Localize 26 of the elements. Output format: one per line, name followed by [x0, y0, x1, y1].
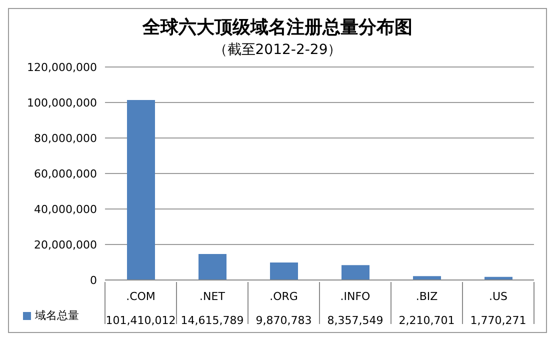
- x-tick-label: .US: [488, 290, 508, 303]
- data-label: 9,870,783: [256, 314, 312, 327]
- chart-subtitle: （截至2012-2-29）: [212, 41, 343, 59]
- data-label: 8,357,549: [327, 314, 384, 327]
- data-label: 14,615,789: [180, 314, 244, 327]
- y-tick-label: 120,000,000: [27, 60, 97, 74]
- y-tick-label: 20,000,000: [34, 238, 97, 252]
- x-tick-label: .ORG: [270, 290, 298, 303]
- x-tick-label: .INFO: [340, 290, 371, 303]
- y-tick-label: 40,000,000: [34, 202, 97, 216]
- x-tick-label: .COM: [126, 290, 156, 303]
- legend-label: 域名总量: [35, 308, 79, 323]
- bar: [342, 265, 370, 280]
- y-tick-label: 80,000,000: [34, 132, 97, 145]
- data-label: 101,410,012: [106, 314, 176, 327]
- data-label: 1,770,271: [470, 314, 526, 327]
- y-tick-label: 60,000,000: [34, 167, 97, 180]
- x-tick-label: .NET: [200, 290, 226, 303]
- y-tick-label: 100,000,000: [27, 96, 97, 110]
- bar: [127, 100, 155, 280]
- bar: [270, 262, 298, 280]
- y-tick-label: 0: [90, 274, 97, 287]
- data-label: 2,210,701: [398, 314, 455, 327]
- chart-title: 全球六大顶级域名注册总量分布图: [141, 16, 414, 39]
- x-tick-label: .BIZ: [416, 290, 438, 303]
- bar: [198, 254, 226, 280]
